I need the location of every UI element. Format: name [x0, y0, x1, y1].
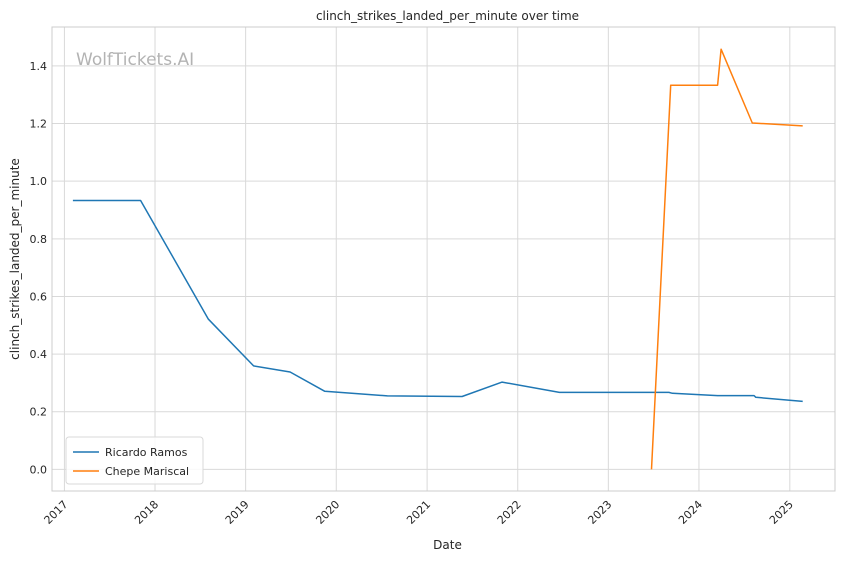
y-tick-label: 0.2: [30, 406, 48, 419]
watermark: WolfTickets.AI: [76, 50, 194, 70]
y-tick-label: 1.0: [30, 175, 48, 188]
legend-label-chepe-mariscal: Chepe Mariscal: [105, 465, 189, 478]
x-axis-title: Date: [433, 538, 462, 552]
y-tick-label: 0.0: [30, 463, 48, 476]
chart-title: clinch_strikes_landed_per_minute over ti…: [316, 9, 579, 23]
y-tick-labels: 0.0 0.2 0.4 0.6 0.8 1.0 1.2 1.4: [30, 60, 48, 476]
y-tick-label: 1.2: [30, 118, 48, 131]
y-tick-label: 0.4: [30, 348, 48, 361]
series-lines: [72, 48, 803, 470]
legend: Ricardo Ramos Chepe Mariscal: [65, 436, 204, 485]
y-tick-label: 0.8: [30, 233, 48, 246]
y-tick-label: 0.6: [30, 290, 48, 303]
y-axis-title: clinch_strikes_landed_per_minute: [8, 158, 22, 360]
legend-box: [65, 436, 204, 485]
plot-area-frame: [51, 26, 836, 492]
series-line-ricardo-ramos: [72, 199, 803, 403]
y-tick-label: 1.4: [30, 60, 48, 73]
legend-label-ricardo-ramos: Ricardo Ramos: [105, 446, 188, 459]
series-line-chepe-mariscal: [650, 48, 803, 470]
grid: [52, 27, 835, 491]
